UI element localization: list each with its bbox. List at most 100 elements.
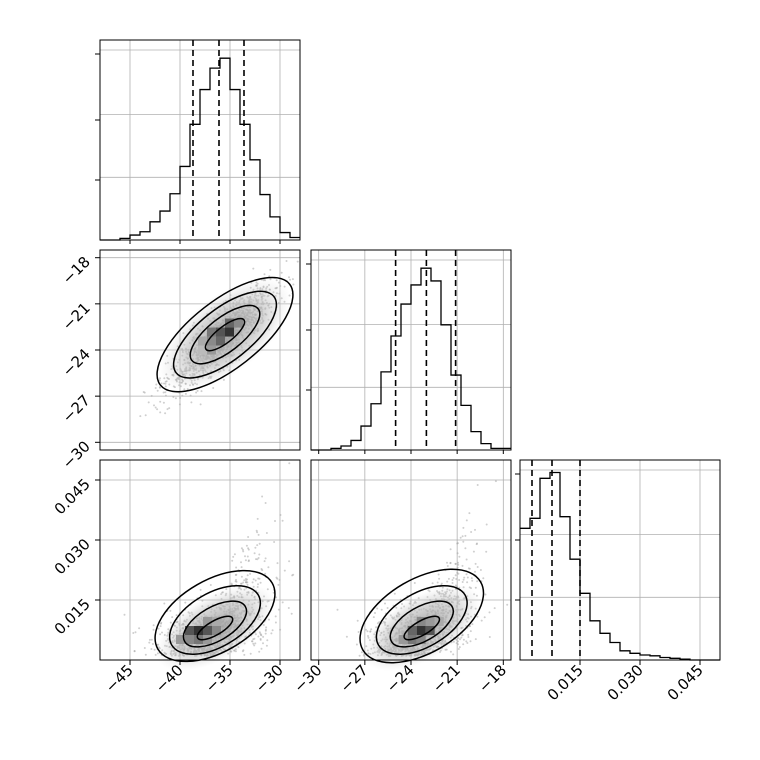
scatter-point xyxy=(138,627,141,630)
scatter-point xyxy=(285,260,288,262)
density-cell xyxy=(176,635,185,644)
density-cell xyxy=(407,626,417,635)
scatter-point xyxy=(190,401,193,404)
scatter-point xyxy=(485,550,488,553)
scatter-point xyxy=(245,581,248,584)
scatter-point xyxy=(249,572,252,575)
scatter-point xyxy=(164,391,167,394)
scatter-point xyxy=(281,601,284,604)
scatter-point xyxy=(272,591,275,594)
scatter-point xyxy=(262,642,264,645)
scatter-point xyxy=(233,553,236,556)
scatter-point xyxy=(158,379,161,382)
scatter-point xyxy=(469,640,472,643)
scatter-point xyxy=(273,541,276,543)
histogram-step-0 xyxy=(100,57,300,241)
scatter-point xyxy=(162,391,165,394)
scatter-point xyxy=(264,502,267,504)
scatter-point xyxy=(474,586,477,589)
x-tick-label: 0.030 xyxy=(604,661,647,704)
scatter-point xyxy=(212,387,215,389)
scatter-point xyxy=(276,562,279,565)
scatter-point xyxy=(153,404,155,407)
scatter-point xyxy=(159,386,161,389)
scatter-point xyxy=(153,648,156,651)
scatter-point xyxy=(413,582,416,584)
scatter-point xyxy=(280,271,283,274)
scatter-point xyxy=(462,638,465,641)
scatter-point xyxy=(470,577,473,580)
scatter-point xyxy=(257,557,260,559)
density-cell xyxy=(216,336,225,346)
contour-line xyxy=(156,276,294,393)
scatter-point xyxy=(296,260,299,263)
scatter-point xyxy=(436,581,439,584)
scatter-point xyxy=(264,629,267,632)
y-tick-label: 0.045 xyxy=(51,475,94,518)
scatter-point xyxy=(266,588,269,591)
scatter-point xyxy=(274,615,277,618)
scatter-point xyxy=(257,635,260,638)
scatter-point xyxy=(488,611,491,614)
scatter-point xyxy=(269,268,272,271)
scatter-point xyxy=(281,519,284,522)
scatter-point xyxy=(287,607,290,609)
scatter-point xyxy=(493,607,496,610)
scatter-point xyxy=(175,614,178,617)
scatter-point xyxy=(476,566,479,568)
y-tick-label: 0.015 xyxy=(51,595,94,638)
scatter-point xyxy=(150,394,153,397)
density-cell xyxy=(425,617,435,626)
scatter-point xyxy=(164,412,167,415)
scatter-point xyxy=(454,574,457,577)
scatter-point xyxy=(265,532,268,534)
scatter-point xyxy=(209,584,212,586)
density-cell xyxy=(198,345,207,355)
density-cell xyxy=(203,617,212,626)
contour-line xyxy=(154,569,276,663)
scatter-point xyxy=(247,536,250,538)
scatter-point xyxy=(462,526,465,529)
scatter-point xyxy=(438,577,441,580)
scatter-point xyxy=(480,619,483,622)
scatter-point xyxy=(148,641,151,644)
scatter-point xyxy=(159,400,162,403)
density-cell xyxy=(398,635,408,644)
y-tick-label: 0.030 xyxy=(51,535,94,578)
scatter-point xyxy=(144,414,147,417)
scatter-point xyxy=(271,629,274,632)
scatter-point xyxy=(467,636,470,638)
scatter-point xyxy=(462,643,465,646)
scatter-point xyxy=(466,576,469,579)
scatter-point xyxy=(471,579,474,582)
scatter-point xyxy=(458,579,461,581)
scatter-point xyxy=(252,267,255,270)
scatter-point xyxy=(181,394,184,397)
scatter-point xyxy=(465,519,468,522)
scatter-point xyxy=(244,555,246,558)
scatter-point xyxy=(258,650,261,653)
scatter-point xyxy=(484,593,487,596)
contour-line xyxy=(204,317,246,352)
scatter-point xyxy=(474,528,476,531)
scatter-point xyxy=(452,653,455,656)
scatter-point xyxy=(466,642,469,644)
scatter-point xyxy=(454,562,457,565)
contour-line xyxy=(182,600,248,648)
density-cell xyxy=(225,327,234,337)
hist-frame-0 xyxy=(99,39,301,241)
scatter-point xyxy=(240,575,243,578)
scatter-point xyxy=(455,578,458,580)
scatter-point xyxy=(247,547,250,550)
scatter-point xyxy=(291,574,294,577)
scatter-point xyxy=(200,390,203,393)
density-cell xyxy=(212,626,221,635)
scatter-point xyxy=(465,558,468,561)
scatter-point xyxy=(133,650,136,653)
scatter-point xyxy=(458,555,461,558)
scatter-point xyxy=(446,565,449,567)
scatter-point xyxy=(184,601,187,604)
scatter-point xyxy=(289,278,291,281)
scatter-point xyxy=(150,638,153,641)
